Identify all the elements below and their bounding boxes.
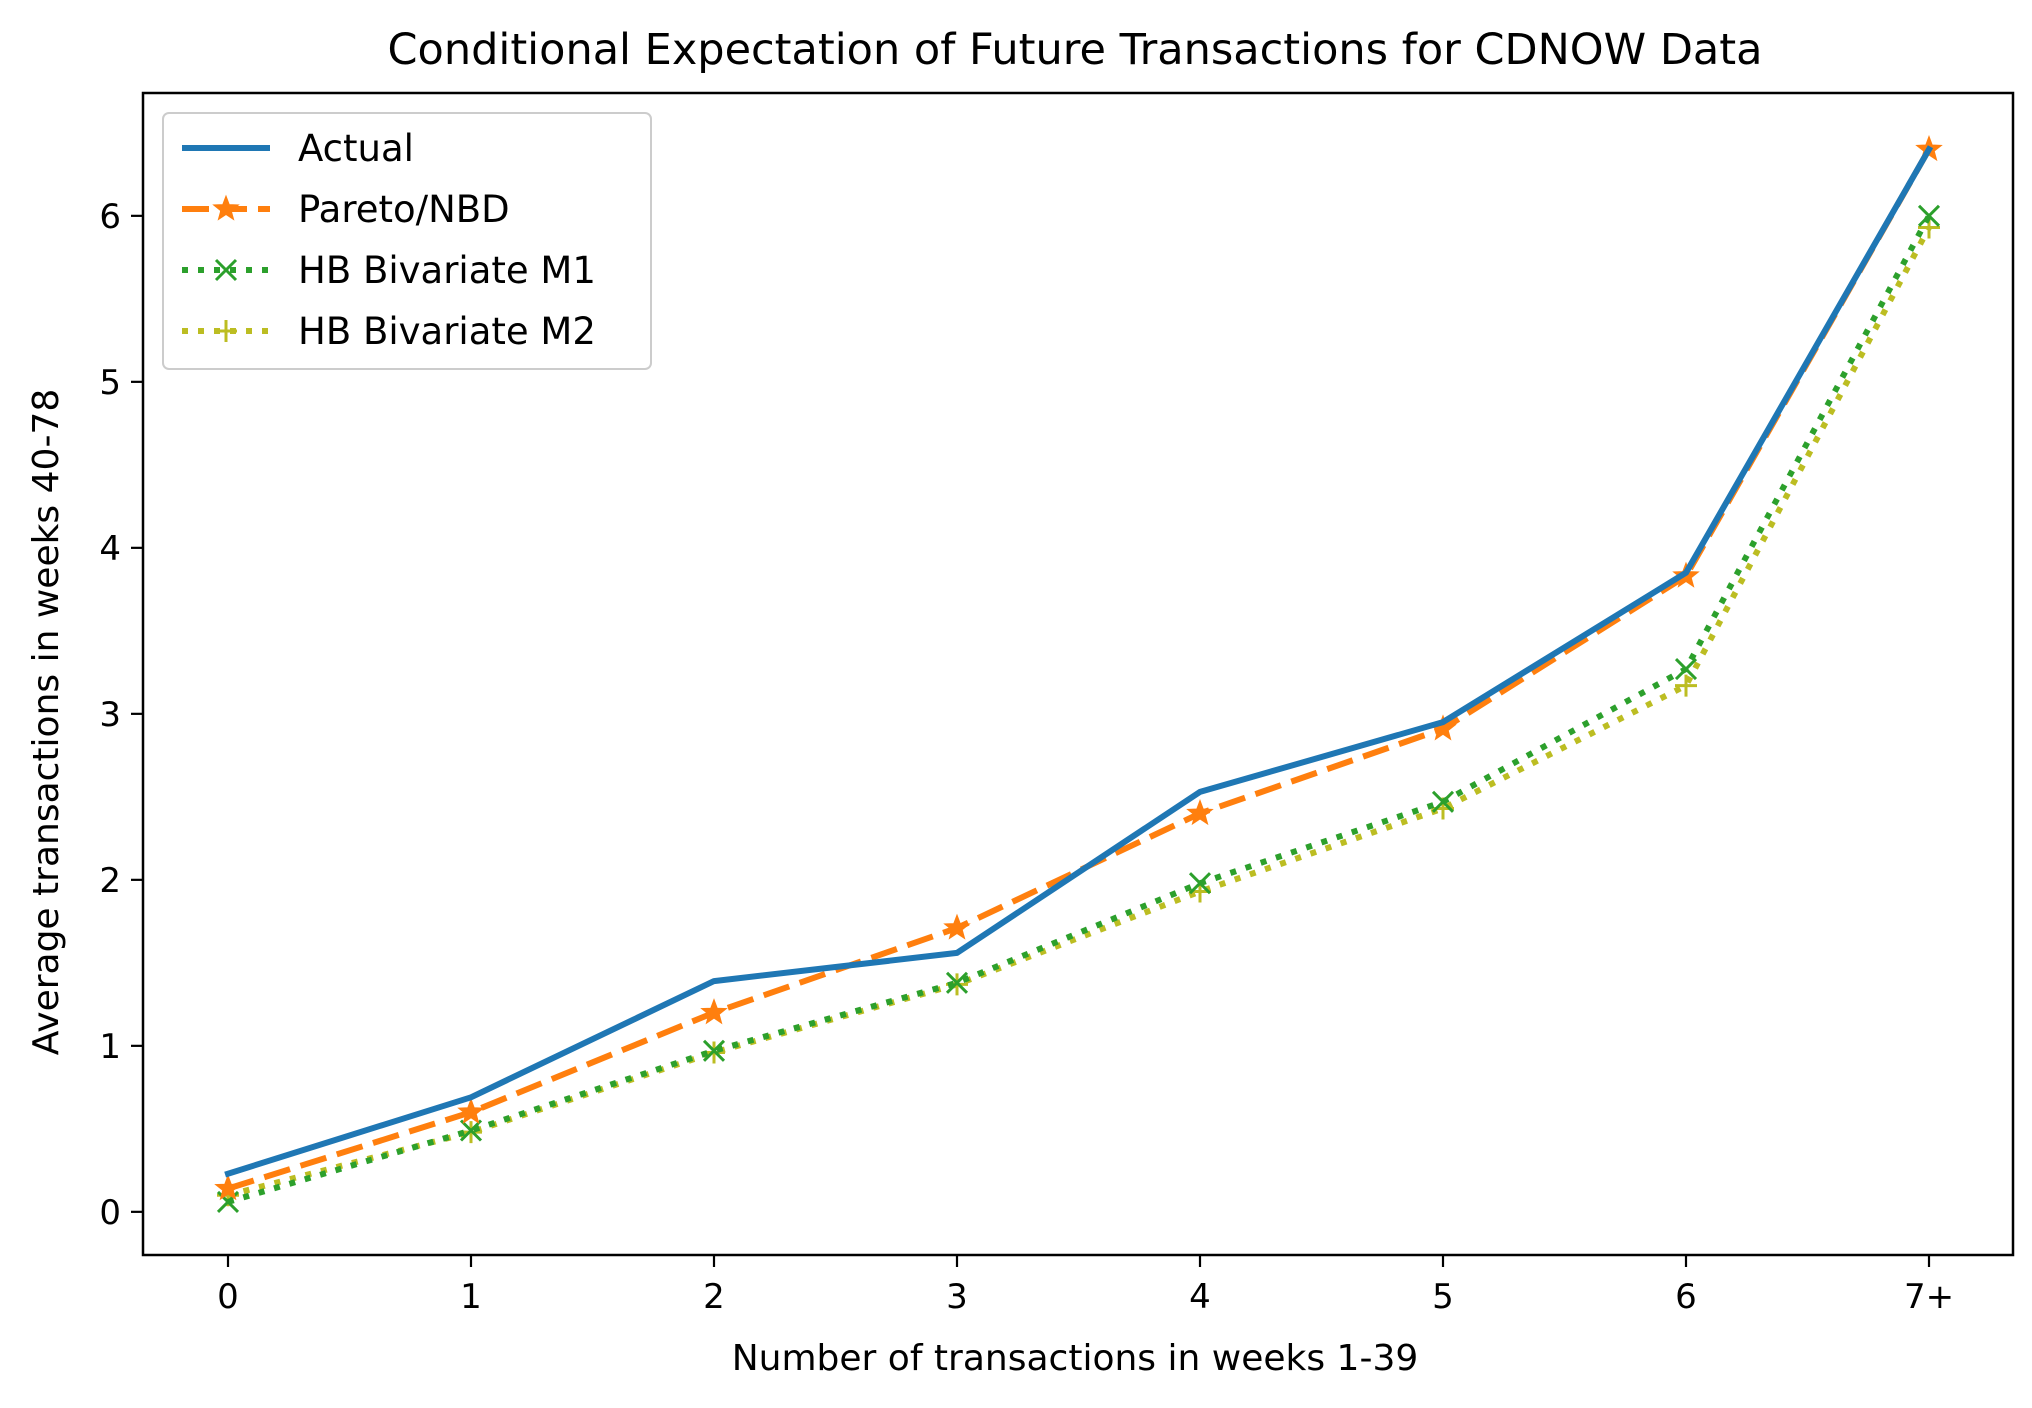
y-tick-label: 2 — [99, 861, 121, 901]
legend-box — [162, 112, 652, 370]
legend: Actual Pareto/NBD HB Bivariate M1 HB Bivari… — [162, 112, 652, 370]
data-point — [700, 998, 728, 1025]
x-tick-label: 2 — [703, 1277, 725, 1317]
legend-marker — [212, 194, 240, 221]
legend-item: Actual — [182, 127, 414, 170]
y-tick-label: 4 — [99, 529, 121, 569]
data-point — [1675, 674, 1697, 697]
legend-marker — [215, 320, 237, 342]
data-point — [702, 1039, 726, 1062]
x-tick-label: 5 — [1432, 1277, 1454, 1317]
data-point — [1431, 790, 1455, 813]
x-tick-label: 7+ — [1904, 1277, 1954, 1317]
y-tick-label: 1 — [99, 1027, 121, 1067]
plot-frame — [141, 91, 2015, 1257]
x-tick-label: 6 — [1675, 1277, 1697, 1317]
data-point — [1674, 657, 1698, 681]
data-point — [214, 1174, 242, 1201]
plot-marks — [214, 134, 1943, 1213]
data-point — [457, 1097, 485, 1124]
data-point — [945, 971, 969, 994]
series-line — [227, 147, 1932, 1192]
data-point — [943, 913, 971, 940]
data-point — [1186, 798, 1214, 826]
legend-label: Actual — [298, 127, 414, 170]
data-point — [1917, 204, 1941, 227]
x-tick-label: 1 — [460, 1277, 482, 1317]
legend-item: HB Bivariate M2 — [182, 310, 596, 353]
y-tick-label: 6 — [99, 197, 121, 237]
legend-item: HB Bivariate M1 — [182, 249, 596, 292]
series-line — [224, 145, 1934, 1178]
legend-label: HB Bivariate M2 — [298, 310, 596, 353]
legend-marker — [214, 258, 238, 282]
y-tick-label: 0 — [99, 1193, 121, 1233]
data-point — [1188, 872, 1212, 895]
y-axis-label: Average transactions in weeks 40-78 — [26, 389, 67, 1056]
y-tick-label: 3 — [99, 695, 121, 735]
axes-ticks: 0 1 2 3 4 5 6 7+ 0 1 2 3 4 5 6 — [99, 197, 1954, 1317]
x-tick-label: 0 — [217, 1277, 239, 1317]
chart-title: Conditional Expectation of Future Transa… — [388, 25, 1763, 75]
data-point — [459, 1119, 483, 1142]
legend-label: HB Bivariate M1 — [298, 249, 596, 292]
series-line — [227, 226, 1932, 1199]
series-actual — [224, 145, 1934, 1178]
y-tick-label: 5 — [99, 363, 121, 403]
legend-label: Pareto/NBD — [298, 188, 510, 231]
x-tick-label: 4 — [1189, 1277, 1211, 1317]
legend-item: Pareto/NBD — [182, 188, 510, 231]
x-axis-label: Number of transactions in weeks 1-39 — [732, 1338, 1419, 1379]
x-tick-label: 3 — [946, 1277, 968, 1317]
